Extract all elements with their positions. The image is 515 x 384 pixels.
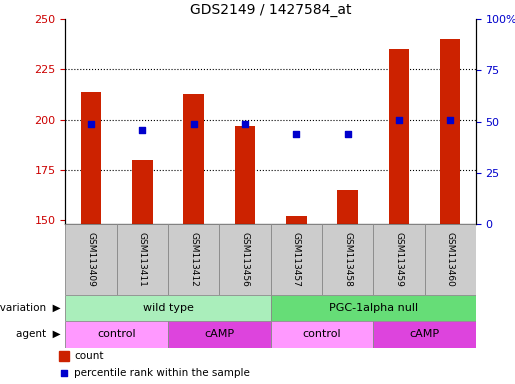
Text: GSM113456: GSM113456 [241, 232, 249, 287]
Text: wild type: wild type [143, 303, 194, 313]
Text: PGC-1alpha null: PGC-1alpha null [329, 303, 418, 313]
Bar [337, 190, 358, 224]
Title: GDS2149 / 1427584_at: GDS2149 / 1427584_at [190, 3, 351, 17]
Bar [168, 224, 219, 295]
Point [344, 131, 352, 137]
Bar [117, 224, 168, 295]
Bar [65, 224, 117, 295]
Text: cAMP: cAMP [204, 329, 234, 339]
Point [446, 117, 454, 123]
Bar [271, 295, 476, 321]
Point [395, 117, 403, 123]
Text: cAMP: cAMP [409, 329, 440, 339]
Text: GSM113458: GSM113458 [343, 232, 352, 287]
Point [87, 121, 95, 127]
Text: GSM113457: GSM113457 [292, 232, 301, 287]
Bar [322, 224, 373, 295]
Text: GSM113459: GSM113459 [394, 232, 403, 287]
Text: agent  ▶: agent ▶ [15, 329, 60, 339]
Point [241, 121, 249, 127]
Bar [271, 321, 373, 348]
Text: GSM113460: GSM113460 [445, 232, 455, 287]
Bar [81, 91, 101, 224]
Point [292, 131, 300, 137]
Bar [286, 216, 306, 224]
Bar [389, 50, 409, 224]
Text: count: count [74, 351, 104, 361]
Bar [65, 295, 271, 321]
Bar [59, 351, 68, 361]
Bar [373, 321, 476, 348]
Text: GSM113412: GSM113412 [189, 232, 198, 287]
Bar [219, 224, 271, 295]
Text: genotype/variation  ▶: genotype/variation ▶ [0, 303, 60, 313]
Text: control: control [303, 329, 341, 339]
Point [190, 121, 198, 127]
Bar [373, 224, 424, 295]
Text: control: control [97, 329, 136, 339]
Point [138, 127, 146, 133]
Bar [424, 224, 476, 295]
Bar [271, 224, 322, 295]
Bar [65, 321, 168, 348]
Bar [183, 94, 204, 224]
Bar [132, 160, 152, 224]
Bar [440, 39, 460, 224]
Text: percentile rank within the sample: percentile rank within the sample [74, 368, 250, 378]
Bar [168, 321, 271, 348]
Text: GSM113409: GSM113409 [87, 232, 96, 287]
Point [60, 370, 68, 376]
Text: GSM113411: GSM113411 [138, 232, 147, 287]
Bar [235, 126, 255, 224]
